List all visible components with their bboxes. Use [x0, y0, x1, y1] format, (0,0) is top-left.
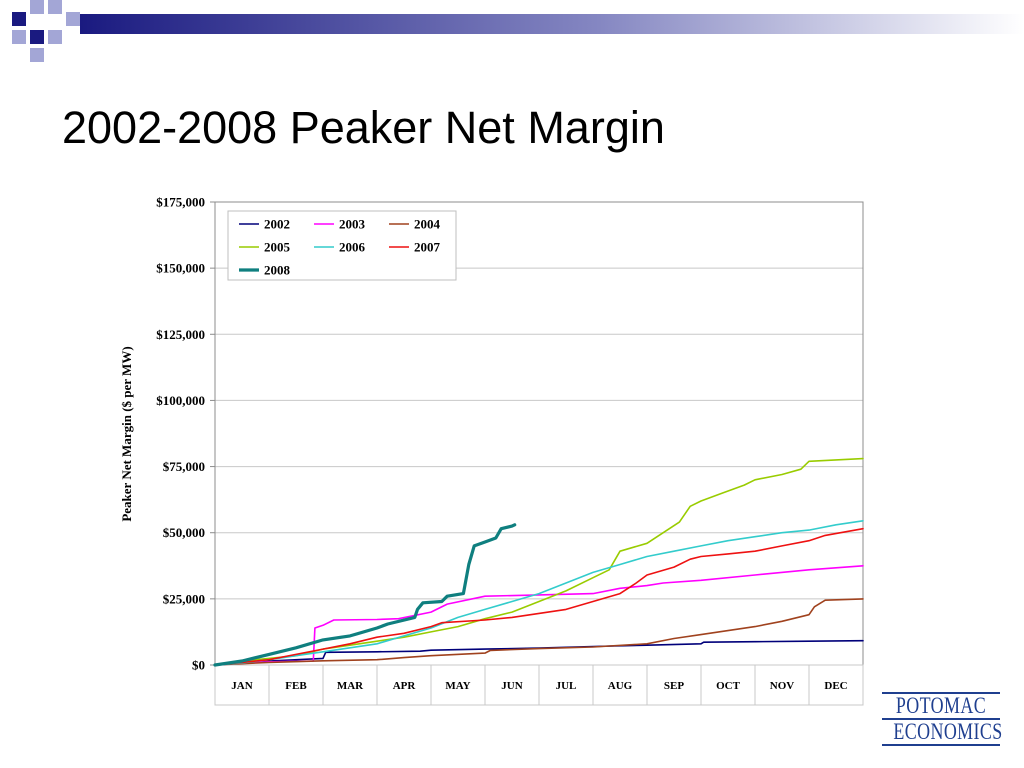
x-tick-label: AUG: [608, 680, 633, 692]
series-lines: [213, 457, 864, 667]
x-tick-label: JAN: [231, 680, 252, 692]
x-tick-label: NOV: [770, 680, 795, 692]
y-axis-label: Peaker Net Margin ($ per MW): [119, 346, 134, 521]
y-tick-label: $25,000: [163, 591, 205, 606]
slide-corner-decoration: [12, 0, 1024, 62]
series-line-2007: [214, 527, 864, 666]
y-tick-label: $100,000: [156, 393, 205, 408]
deco-square-dark: [30, 30, 44, 44]
x-tick-label: MAY: [445, 680, 470, 692]
y-tick-label: $125,000: [156, 327, 205, 342]
x-axis-tick-labels: JAN FEB MAR APR MAY JUN JUL AUG SEP OCT NOV DEC: [231, 680, 847, 692]
deco-square-light: [48, 30, 62, 44]
x-tick-label: JUN: [501, 680, 522, 692]
series-line-2006: [214, 520, 864, 666]
logo-middle-rule: [882, 718, 1000, 720]
legend-label: 2004: [414, 217, 441, 232]
slide-title: 2002-2008 Peaker Net Margin: [62, 102, 665, 153]
deco-square-light: [12, 30, 26, 44]
legend-label: 2003: [339, 217, 366, 232]
y-tick-label: $50,000: [163, 525, 205, 540]
x-axis-month-band: [214, 664, 864, 706]
series-line-2002: [214, 639, 864, 666]
x-tick-label: DEC: [824, 680, 847, 692]
x-tick-label: APR: [393, 680, 417, 692]
legend-label: 2007: [414, 240, 441, 255]
potomac-economics-logo: POTOMAC ECONOMICS: [880, 692, 1002, 746]
deco-square-dark: [12, 12, 26, 26]
series-line-2008: [213, 523, 517, 667]
y-axis-tick-labels: $0 $25,000 $50,000 $75,000 $100,000 $125,000 $…: [156, 195, 205, 673]
series-line-2003: [214, 565, 864, 666]
x-tick-label: SEP: [664, 680, 684, 692]
legend-box: [227, 210, 457, 281]
logo-top-rule: [882, 692, 1000, 694]
logo-bottom-rule: [882, 744, 1000, 746]
y-tick-label: $75,000: [163, 459, 205, 474]
deco-square-light: [30, 0, 44, 14]
logo-line: POTOMAC: [895, 693, 987, 718]
x-tick-label: OCT: [716, 680, 741, 692]
legend-label: 2002: [264, 217, 290, 232]
deco-square-light: [48, 0, 62, 14]
x-tick-label: JUL: [556, 680, 577, 692]
legend-label: 2008: [264, 263, 291, 278]
legend: 2002 2003 2004 2005 2006 2007 2008: [227, 210, 457, 281]
legend-label: 2005: [264, 240, 291, 255]
series-line-2005: [214, 457, 864, 666]
x-tick-label: FEB: [285, 680, 307, 692]
y-tick-label: $150,000: [156, 261, 205, 276]
y-tick-label: $0: [192, 658, 205, 673]
logo-line: ECONOMICS: [893, 719, 1003, 744]
y-tick-label: $175,000: [156, 195, 205, 210]
x-tick-label: MAR: [337, 680, 364, 692]
legend-label: 2006: [339, 240, 366, 255]
series-line-2004: [214, 598, 864, 666]
deco-square-light: [66, 12, 80, 26]
title-gradient-bar: [80, 14, 1024, 34]
deco-square-light: [30, 48, 44, 62]
